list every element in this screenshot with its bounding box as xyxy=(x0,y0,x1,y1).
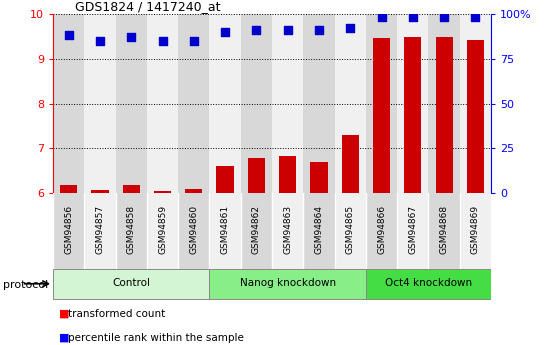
Point xyxy=(252,27,261,33)
Bar xyxy=(373,39,390,193)
Text: GSM94867: GSM94867 xyxy=(408,205,417,254)
Bar xyxy=(92,190,109,193)
Bar xyxy=(335,193,366,269)
Point xyxy=(471,14,480,20)
Bar xyxy=(178,193,209,269)
Bar xyxy=(404,37,421,193)
Bar xyxy=(272,193,304,269)
Bar xyxy=(240,193,272,269)
Point xyxy=(158,38,167,43)
Bar xyxy=(248,158,265,193)
Bar xyxy=(304,14,335,193)
Text: percentile rank within the sample: percentile rank within the sample xyxy=(68,333,244,343)
Bar xyxy=(435,37,453,193)
Text: GSM94866: GSM94866 xyxy=(377,205,386,254)
Point xyxy=(408,14,417,20)
Bar xyxy=(460,14,491,193)
Bar xyxy=(366,14,397,193)
Bar xyxy=(147,193,178,269)
Point xyxy=(283,27,292,33)
Bar xyxy=(178,14,209,193)
Bar xyxy=(467,40,484,193)
Bar xyxy=(217,166,234,193)
Point xyxy=(315,27,324,33)
Bar xyxy=(310,162,328,193)
Text: Nanog knockdown: Nanog knockdown xyxy=(239,278,336,288)
Text: GSM94858: GSM94858 xyxy=(127,205,136,254)
Bar xyxy=(209,14,240,193)
Point xyxy=(189,38,198,43)
Point xyxy=(346,26,355,31)
Text: GSM94864: GSM94864 xyxy=(315,205,324,254)
Bar xyxy=(154,191,171,193)
Text: protocol: protocol xyxy=(3,280,48,289)
Bar xyxy=(397,14,429,193)
Bar xyxy=(240,14,272,193)
FancyBboxPatch shape xyxy=(209,269,366,298)
FancyBboxPatch shape xyxy=(366,269,491,298)
Bar xyxy=(429,14,460,193)
Text: Control: Control xyxy=(112,278,150,288)
Bar xyxy=(116,193,147,269)
Bar xyxy=(53,14,84,193)
Text: GSM94857: GSM94857 xyxy=(95,205,104,254)
Point xyxy=(64,32,73,38)
Bar xyxy=(460,193,491,269)
Bar xyxy=(279,156,296,193)
Text: ■: ■ xyxy=(59,333,69,343)
Bar xyxy=(272,14,304,193)
Bar xyxy=(397,193,429,269)
Point xyxy=(95,38,104,43)
Point xyxy=(377,14,386,20)
Bar xyxy=(123,185,140,193)
Text: GSM94860: GSM94860 xyxy=(189,205,198,254)
Text: GSM94859: GSM94859 xyxy=(158,205,167,254)
Point xyxy=(440,14,449,20)
Text: Oct4 knockdown: Oct4 knockdown xyxy=(385,278,472,288)
Bar xyxy=(209,193,240,269)
Bar xyxy=(84,14,116,193)
Bar xyxy=(53,193,84,269)
Text: GSM94865: GSM94865 xyxy=(346,205,355,254)
Text: GSM94856: GSM94856 xyxy=(64,205,73,254)
Text: GSM94861: GSM94861 xyxy=(220,205,229,254)
Text: GSM94862: GSM94862 xyxy=(252,205,261,254)
Bar xyxy=(60,185,77,193)
Text: GSM94863: GSM94863 xyxy=(283,205,292,254)
Text: ■: ■ xyxy=(59,309,69,319)
Bar xyxy=(147,14,178,193)
Point xyxy=(220,29,229,34)
Text: GSM94869: GSM94869 xyxy=(471,205,480,254)
Bar xyxy=(335,14,366,193)
Text: GSM94868: GSM94868 xyxy=(440,205,449,254)
Bar xyxy=(429,193,460,269)
Bar xyxy=(185,189,203,193)
Text: GDS1824 / 1417240_at: GDS1824 / 1417240_at xyxy=(75,0,220,13)
FancyBboxPatch shape xyxy=(53,269,209,298)
Bar xyxy=(341,135,359,193)
Bar xyxy=(366,193,397,269)
Point xyxy=(127,34,136,40)
Bar xyxy=(116,14,147,193)
Text: transformed count: transformed count xyxy=(68,309,165,319)
Bar xyxy=(84,193,116,269)
Bar xyxy=(304,193,335,269)
